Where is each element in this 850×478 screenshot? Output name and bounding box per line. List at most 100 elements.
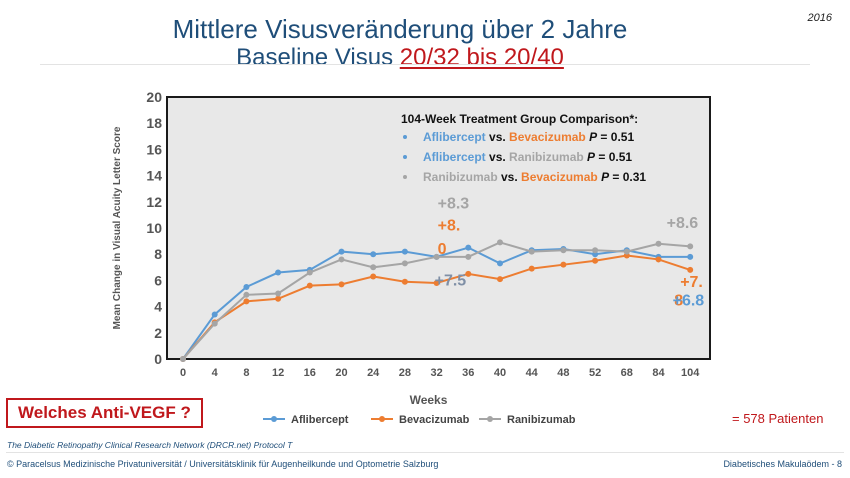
legend-marker bbox=[271, 416, 277, 422]
data-point-aflibercept bbox=[338, 248, 345, 255]
legend-label: Ranibizumab bbox=[507, 414, 576, 426]
x-tick-label: 32 bbox=[430, 367, 442, 379]
comparison-p_value: = 0.51 bbox=[597, 130, 634, 144]
data-point-ranibizumab bbox=[338, 256, 345, 263]
comparison-p_label: P bbox=[586, 130, 598, 144]
x-tick-label: 40 bbox=[494, 367, 506, 379]
data-point-bevacizumab bbox=[370, 273, 377, 280]
y-tick-label: 8 bbox=[154, 246, 162, 262]
data-point-ranibizumab bbox=[275, 290, 282, 297]
data-point-ranibizumab bbox=[180, 356, 186, 362]
data-annotation: +8.3 bbox=[438, 195, 470, 212]
patients-count: = 578 Patienten bbox=[732, 411, 824, 426]
x-tick-label: 84 bbox=[652, 367, 665, 379]
y-tick-label: 10 bbox=[146, 220, 162, 236]
footer-page: Diabetisches Makulaödem - 8 bbox=[723, 459, 842, 469]
data-point-bevacizumab bbox=[306, 282, 313, 289]
comparison-vs: vs. bbox=[486, 130, 509, 144]
data-point-aflibercept bbox=[465, 244, 472, 251]
data-point-ranibizumab bbox=[465, 253, 472, 260]
x-tick-label: 16 bbox=[304, 367, 316, 379]
comparison-a: Aflibercept bbox=[423, 130, 486, 144]
comparison-p_label: P bbox=[598, 170, 610, 184]
x-tick-label: 52 bbox=[589, 367, 601, 379]
data-point-ranibizumab bbox=[592, 247, 599, 254]
data-point-ranibizumab bbox=[528, 248, 535, 255]
y-tick-label: 6 bbox=[154, 272, 162, 288]
comparison-vs: vs. bbox=[486, 150, 509, 164]
data-point-bevacizumab bbox=[243, 298, 250, 305]
y-tick-label: 20 bbox=[146, 89, 162, 105]
data-point-ranibizumab bbox=[433, 253, 440, 260]
data-point-aflibercept bbox=[687, 253, 694, 260]
y-tick-label: 2 bbox=[154, 325, 162, 341]
data-point-aflibercept bbox=[243, 283, 250, 290]
data-point-ranibizumab bbox=[211, 320, 218, 327]
data-point-ranibizumab bbox=[623, 248, 630, 255]
x-axis-label: Weeks bbox=[410, 393, 448, 407]
data-point-ranibizumab bbox=[401, 260, 408, 267]
x-tick-label: 0 bbox=[180, 367, 186, 379]
legend-label: Bevacizumab bbox=[399, 414, 470, 426]
data-annotation: +8.6 bbox=[667, 215, 699, 232]
comparison-p_value: = 0.51 bbox=[595, 150, 632, 164]
legend-marker bbox=[487, 416, 493, 422]
footer-copyright: © Paracelsus Medizinische Privatuniversi… bbox=[7, 459, 439, 469]
data-annotation: +7. bbox=[680, 274, 703, 291]
data-point-ranibizumab bbox=[687, 243, 694, 250]
data-point-bevacizumab bbox=[528, 265, 535, 272]
x-tick-label: 104 bbox=[681, 367, 700, 379]
subtitle-highlight: 20/32 bis 20/40 bbox=[399, 44, 564, 71]
data-point-ranibizumab bbox=[370, 264, 377, 271]
comparison-bullet bbox=[403, 175, 407, 179]
data-point-aflibercept bbox=[497, 260, 503, 267]
data-point-bevacizumab bbox=[497, 276, 503, 283]
x-tick-label: 4 bbox=[212, 367, 219, 379]
comparison-bullet bbox=[403, 155, 407, 159]
x-tick-label: 8 bbox=[243, 367, 249, 379]
y-tick-label: 18 bbox=[146, 115, 162, 131]
x-tick-label: 48 bbox=[557, 367, 569, 379]
x-tick-label: 44 bbox=[526, 367, 539, 379]
slide-subtitle: Baseline Visus 20/32 bis 20/40 bbox=[0, 44, 800, 72]
source-note: The Diabetic Retinopathy Clinical Resear… bbox=[7, 440, 293, 450]
comparison-a: Ranibizumab bbox=[423, 170, 498, 184]
data-annotation: 8 bbox=[674, 292, 683, 309]
x-tick-label: 12 bbox=[272, 367, 284, 379]
data-point-ranibizumab bbox=[655, 240, 662, 247]
comparison-row: Aflibercept vs. Ranibizumab P = 0.51 bbox=[423, 150, 632, 164]
data-point-bevacizumab bbox=[275, 295, 282, 302]
comparison-row: Aflibercept vs. Bevacizumab P = 0.51 bbox=[423, 130, 634, 144]
data-point-aflibercept bbox=[401, 248, 408, 255]
y-axis-label: Mean Change in Visual Acuity Letter Scor… bbox=[112, 126, 123, 329]
year-label: 2016 bbox=[807, 12, 832, 24]
data-point-aflibercept bbox=[370, 251, 377, 258]
comparison-b: Bevacizumab bbox=[521, 170, 598, 184]
x-tick-label: 28 bbox=[399, 367, 411, 379]
data-annotation: +6.8 bbox=[673, 292, 705, 309]
data-point-ranibizumab bbox=[497, 239, 503, 246]
comparison-a: Aflibercept bbox=[423, 150, 486, 164]
data-point-bevacizumab bbox=[433, 280, 440, 287]
data-point-ranibizumab bbox=[306, 269, 313, 276]
comparison-row: Ranibizumab vs. Bevacizumab P = 0.31 bbox=[423, 170, 646, 184]
data-point-bevacizumab bbox=[655, 256, 662, 263]
x-tick-label: 24 bbox=[367, 367, 380, 379]
y-tick-label: 0 bbox=[154, 351, 162, 367]
comparison-b: Bevacizumab bbox=[509, 130, 586, 144]
legend-label: Aflibercept bbox=[291, 414, 349, 426]
data-point-aflibercept bbox=[275, 269, 282, 276]
x-tick-label: 20 bbox=[335, 367, 347, 379]
subtitle-prefix: Baseline Visus bbox=[236, 44, 400, 71]
y-tick-label: 14 bbox=[146, 168, 162, 184]
data-point-bevacizumab bbox=[338, 281, 345, 288]
data-point-aflibercept bbox=[211, 311, 218, 318]
comparison-p_label: P bbox=[584, 150, 596, 164]
slide-title: Mittlere Visusveränderung über 2 Jahre bbox=[172, 14, 628, 44]
data-point-bevacizumab bbox=[592, 257, 599, 264]
data-point-ranibizumab bbox=[243, 291, 250, 298]
title-divider bbox=[40, 64, 810, 65]
footer-divider bbox=[6, 452, 844, 453]
comparison-p_value: = 0.31 bbox=[609, 170, 646, 184]
